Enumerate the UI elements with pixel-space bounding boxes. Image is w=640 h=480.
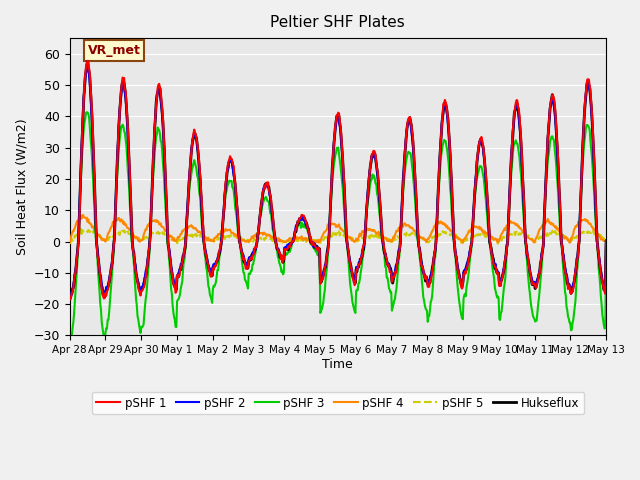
Text: VR_met: VR_met	[88, 44, 140, 57]
Y-axis label: Soil Heat Flux (W/m2): Soil Heat Flux (W/m2)	[15, 119, 28, 255]
Legend: pSHF 1, pSHF 2, pSHF 3, pSHF 4, pSHF 5, Hukseflux: pSHF 1, pSHF 2, pSHF 3, pSHF 4, pSHF 5, …	[92, 392, 584, 414]
Title: Peltier SHF Plates: Peltier SHF Plates	[271, 15, 405, 30]
X-axis label: Time: Time	[323, 358, 353, 371]
